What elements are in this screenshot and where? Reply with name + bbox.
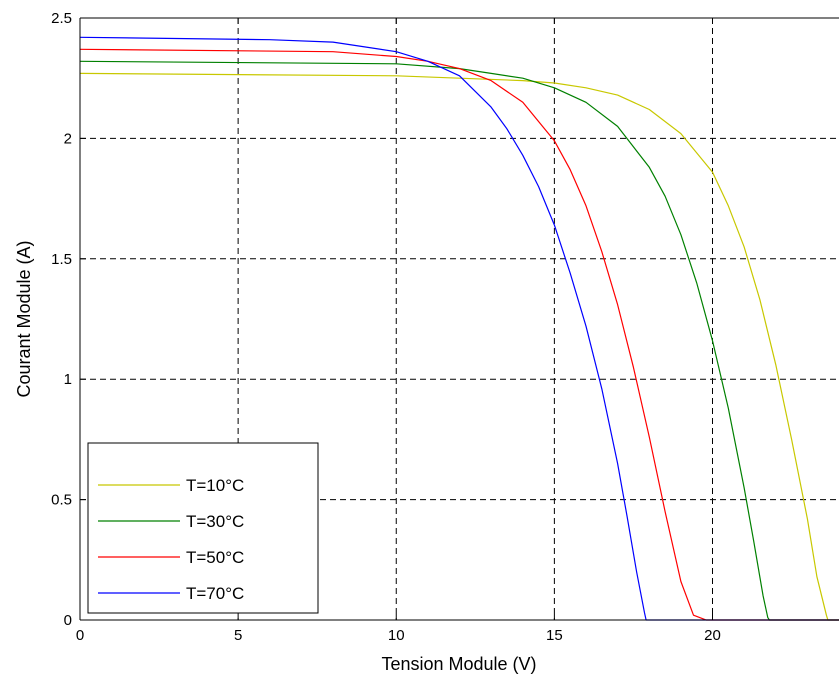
ticks: 0 5 10 15 20 0 0.5 1 1.5 2 2.5 (51, 10, 721, 644)
series-lines (79, 36, 839, 621)
x-axis-label: Tension Module (V) (381, 654, 536, 674)
y-axis-label: Courant Module (A) (14, 240, 34, 397)
legend-label-1: T=10°C (186, 476, 244, 495)
y-tick-label: 2 (64, 130, 72, 147)
x-tick-label: 10 (388, 627, 405, 644)
legend-label-2: T=30°C (186, 512, 244, 531)
legend-label-4: T=70°C (186, 584, 244, 603)
series-line-3 (79, 48, 839, 621)
series-line-4 (79, 36, 839, 621)
x-tick-label: 0 (76, 627, 84, 644)
series-line-1 (79, 72, 839, 621)
y-tick-label: 2.5 (51, 10, 72, 27)
series-line-2 (79, 60, 839, 621)
y-tick-label: 1 (64, 371, 72, 388)
legend-label-3: T=50°C (186, 548, 244, 567)
y-tick-label: 1.5 (51, 251, 72, 268)
x-tick-label: 5 (234, 627, 242, 644)
grid (80, 18, 839, 620)
legend: T=10°C T=30°C T=50°C T=70°C (87, 442, 319, 614)
legend-box (87, 442, 319, 614)
x-tick-label: 20 (704, 627, 721, 644)
y-tick-label: 0 (64, 612, 72, 629)
x-tick-label: 15 (546, 627, 563, 644)
y-tick-label: 0.5 (51, 492, 72, 509)
